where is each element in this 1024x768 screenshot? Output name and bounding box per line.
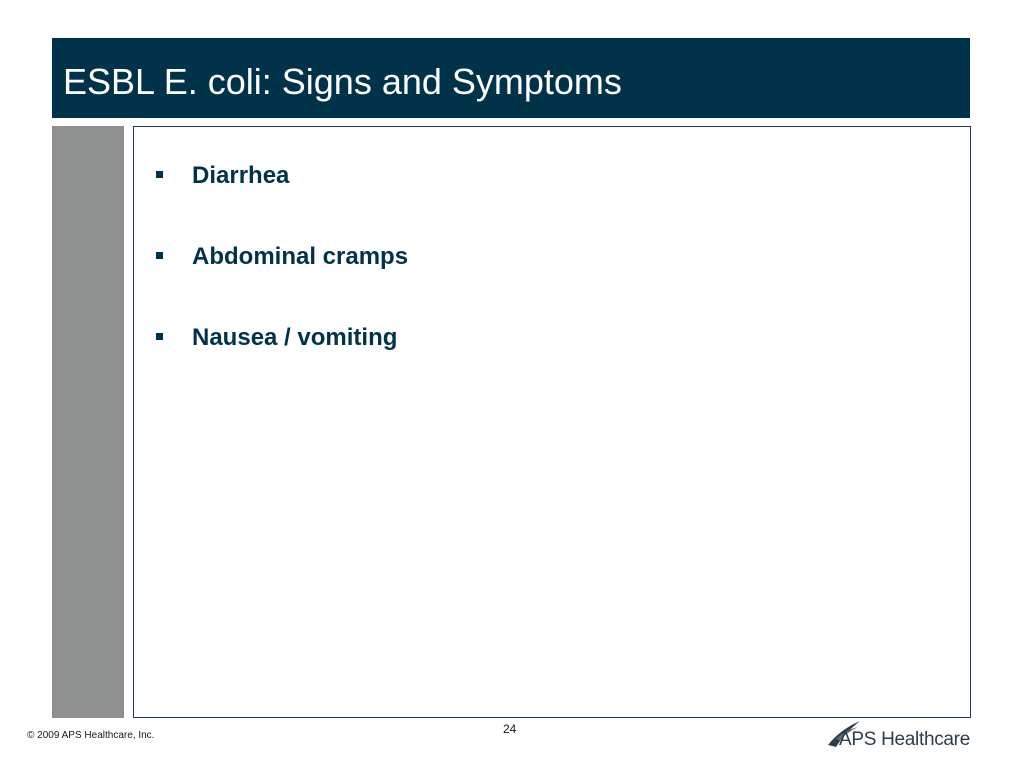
page-number: 24 (503, 722, 517, 736)
aps-swoosh-logo-icon (828, 721, 860, 747)
content-area: Diarrhea Abdominal cramps Nausea / vomit… (133, 126, 971, 718)
bullet-text: Nausea / vomiting (192, 324, 398, 351)
square-bullet-icon (156, 252, 163, 259)
bullet-item: Nausea / vomiting (134, 323, 734, 353)
copyright-notice: © 2009 APS Healthcare, Inc. (27, 730, 155, 741)
square-bullet-icon (156, 333, 163, 340)
bullet-text: Diarrhea (192, 162, 290, 189)
slide-title: ESBL E. coli: Signs and Symptoms (63, 61, 622, 102)
bullet-item: Abdominal cramps (134, 242, 734, 272)
company-logo: APS Healthcare (826, 719, 974, 751)
logo-wordmark: APS Healthcare (839, 729, 970, 750)
title-bar: ESBL E. coli: Signs and Symptoms (52, 38, 970, 118)
square-bullet-icon (156, 171, 163, 178)
bullet-text: Abdominal cramps (192, 243, 409, 270)
side-decoration-block (52, 126, 124, 718)
bullet-item: Diarrhea (134, 161, 734, 191)
